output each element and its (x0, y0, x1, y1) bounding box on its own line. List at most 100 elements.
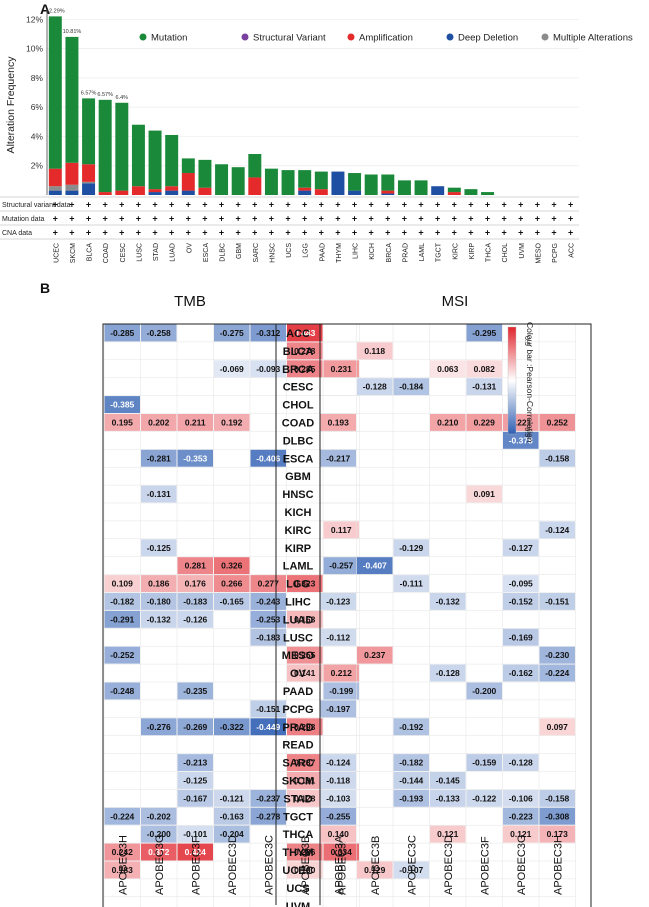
msi-cell (539, 521, 575, 539)
tmb-cell (177, 825, 213, 843)
x-category-label: SARC (253, 243, 260, 262)
tmb-cell-value: -0.237 (256, 793, 280, 803)
tmb-cell-value: -0.182 (110, 596, 134, 606)
colorbar-title: Colour bar :Pearson-Correlation (525, 322, 535, 443)
tmb-cell-value: -0.101 (183, 829, 207, 839)
msi-cell (503, 593, 539, 610)
x-category-label: LUSC (136, 243, 143, 262)
x-category-label: HNSC (269, 243, 276, 263)
tmb-cell (177, 414, 213, 431)
track-marker: + (152, 214, 157, 224)
bar-segment-thym-deep-deletion (331, 171, 345, 195)
tmb-cell (104, 593, 140, 610)
legend-marker-mutation (139, 33, 147, 41)
msi-title: MSI (442, 293, 469, 310)
track-marker: + (186, 200, 191, 210)
msi-cell-value: -0.308 (545, 811, 569, 821)
msi-cell (357, 557, 393, 575)
bar-value-label: 6.57% (97, 92, 113, 98)
msi-cell (320, 628, 356, 646)
tmb-cell-value: -0.248 (110, 686, 134, 696)
tmb-cell (104, 807, 140, 825)
msi-cell (320, 825, 356, 843)
track-marker: + (202, 214, 207, 224)
track-marker: + (285, 228, 290, 238)
tmb-cell-value: 0.109 (112, 579, 134, 589)
msi-cell-value: 0.237 (364, 650, 386, 660)
track-marker: + (369, 200, 374, 210)
bar-segment-blca-deep-deletion (82, 183, 96, 195)
tmb-cell-value: -0.406 (256, 453, 280, 463)
tmb-cell (287, 342, 323, 360)
tmb-cell-value: 0.141 (294, 668, 316, 678)
tmb-cell (287, 754, 323, 771)
tmb-cell (177, 754, 213, 771)
tmb-cell-value: -0.200 (147, 829, 171, 839)
bar-segment-kirc-amplification (447, 192, 461, 195)
x-category-label: LGG (303, 243, 310, 258)
track-marker: + (252, 200, 257, 210)
tmb-cell-value: 0.255 (294, 650, 316, 660)
track-marker: + (352, 200, 357, 210)
bar-segment-lgg-deep-deletion (298, 190, 312, 195)
x-category-label: GBM (236, 243, 243, 259)
tmb-cell-value: 0.443 (294, 328, 316, 338)
bar-segment-ucec-multiple-alterations (48, 186, 62, 191)
msi-cell (539, 449, 575, 467)
tmb-cell-value: -0.281 (147, 453, 171, 463)
bar-segment-prad-mutation (397, 180, 411, 195)
msi-cell-value: -0.193 (399, 793, 423, 803)
legend-label: Structural Variant (253, 33, 326, 44)
tmb-cell (104, 843, 140, 861)
row-label-ucec: UCEC (282, 865, 313, 877)
tmb-cell-value: -0.180 (147, 596, 171, 606)
row-label-meso: MESO (282, 650, 315, 662)
tmb-cell (287, 360, 323, 378)
bar-segment-skcm-deep-deletion (65, 190, 79, 195)
track-marker: + (69, 214, 74, 224)
tmb-cell-value: -0.252 (110, 650, 134, 660)
tmb-cell-value: 0.287 (294, 758, 316, 768)
track-marker: + (418, 228, 423, 238)
row-label-thym: THYM (282, 847, 313, 859)
track-marker: + (385, 214, 390, 224)
track-marker: + (551, 214, 556, 224)
bar-segment-coad-amplification (98, 192, 112, 195)
track-marker: + (136, 200, 141, 210)
tmb-cell (177, 557, 213, 575)
tmb-cell-value: -0.385 (110, 400, 134, 410)
x-category-label: DLBC (220, 243, 227, 262)
bar-segment-paad-amplification (314, 189, 328, 195)
track-marker: + (302, 228, 307, 238)
bar-segment-dlbc-mutation (215, 164, 229, 195)
msi-cell (393, 718, 429, 736)
bar-segment-paad-mutation (314, 171, 328, 190)
tmb-cell-value: -0.269 (183, 722, 207, 732)
x-category-label: ACC (569, 243, 576, 258)
bar-segment-luad-amplification (165, 186, 179, 191)
tmb-cell (141, 575, 177, 592)
msi-cell (320, 593, 356, 610)
tmb-cell (287, 610, 323, 628)
track-marker: + (502, 200, 507, 210)
tmb-cell-value: 0.163 (294, 614, 316, 624)
msi-cell (466, 682, 502, 700)
tmb-cell-value: -0.131 (147, 489, 171, 499)
x-category-label: MESO (535, 242, 542, 263)
track-marker: + (252, 214, 257, 224)
msi-cell-value: -0.197 (326, 704, 350, 714)
row-label-prad: PRAD (282, 722, 313, 734)
bar-segment-ucs-mutation (281, 170, 295, 195)
track-marker: + (119, 228, 124, 238)
tmb-cell-value: -0.121 (220, 793, 244, 803)
tmb-cell-value: 0.281 (185, 561, 207, 571)
tmb-cell (250, 593, 286, 610)
tmb-cell (177, 843, 213, 861)
tmb-cell (141, 825, 177, 843)
x-category-label: STAD (153, 243, 160, 261)
track-marker: + (485, 200, 490, 210)
msi-cell (503, 807, 539, 825)
tmb-cell-value: -0.204 (220, 829, 244, 839)
bar-segment-esca-mutation (198, 159, 212, 188)
msi-cell (503, 628, 539, 646)
